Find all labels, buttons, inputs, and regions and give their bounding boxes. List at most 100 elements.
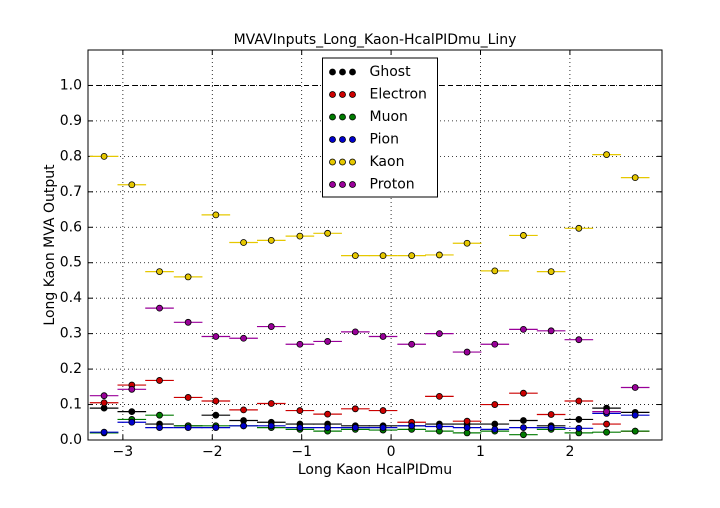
x-tick-label: 2 [565,444,574,460]
point [631,384,639,391]
legend-marker [349,91,356,98]
point [520,417,527,424]
point [351,252,359,260]
point [520,424,527,431]
legend-marker [339,68,346,76]
y-tick-label: 0.1 [60,397,82,413]
legend-marker [339,91,346,98]
point [184,394,192,401]
point [128,385,136,393]
point [128,418,136,426]
point [435,330,443,338]
point [379,407,387,414]
point [631,411,639,419]
legend-marker [349,181,356,188]
point [100,152,108,160]
series [89,304,650,416]
point [408,422,416,430]
y-tick-label: 0.2 [60,361,82,377]
point [100,428,108,436]
legend-box [322,57,438,198]
point [547,424,555,431]
legend-marker [339,113,346,121]
point [379,252,387,260]
point [128,408,136,416]
plot-frame [87,49,663,441]
point [240,422,247,430]
point [547,268,555,275]
point [631,174,639,182]
point [212,411,220,419]
legend-label: Proton [370,177,415,193]
point [631,427,639,435]
legend-marker [329,158,336,166]
point [463,417,471,425]
series [89,151,650,281]
x-tick-label: −3 [113,444,134,460]
legend-marker [349,113,356,121]
point [156,304,163,312]
y-tick-label: 0.6 [60,219,82,235]
point [408,252,416,260]
point [575,416,583,423]
point [463,424,471,431]
point [547,411,555,418]
point [603,428,610,436]
point [351,424,359,431]
y-tick-label: 0.9 [60,113,82,129]
point [184,318,192,326]
point [575,424,583,432]
legend-label: Electron [370,87,427,103]
y-tick-label: 0.8 [60,148,82,164]
point [100,392,108,400]
point [435,423,443,430]
point [296,424,304,431]
point [408,340,416,348]
point [520,325,527,333]
point [351,405,359,413]
point [184,273,192,281]
point [296,407,304,414]
legend-marker [329,113,336,121]
point [520,389,527,397]
point [296,232,304,240]
point [212,397,220,405]
legend-label: Ghost [370,64,412,80]
x-tick-label: −2 [202,444,223,460]
point [575,336,583,344]
legend-label: Muon [370,109,408,125]
point [267,422,275,430]
point [267,400,275,407]
y-tick-label: 0.3 [60,326,82,342]
point [212,333,220,340]
point [128,181,136,189]
point [547,327,555,335]
point [212,424,220,431]
chart-title: MVAVInputs_Long_Kaon-HcalPIDmu_Liny [234,32,517,48]
y-tick-label: 1.0 [60,77,82,93]
point [603,408,610,416]
point [491,425,499,433]
point [351,328,359,336]
series [89,410,650,436]
y-tick-label: 0.7 [60,184,82,200]
legend-marker [339,158,346,166]
point [184,424,192,431]
point [575,224,583,232]
point [267,323,275,330]
point [463,239,471,247]
point [324,229,332,237]
point [379,424,387,431]
point [463,348,471,356]
point [324,338,332,345]
legend-marker [349,68,356,76]
point [156,377,163,384]
point [240,239,247,246]
point [491,401,499,408]
legend-label: Pion [370,132,399,148]
legend-marker [329,68,336,76]
legend-marker [349,136,356,143]
point [240,334,247,342]
point [212,211,220,219]
legend-marker [349,158,356,166]
